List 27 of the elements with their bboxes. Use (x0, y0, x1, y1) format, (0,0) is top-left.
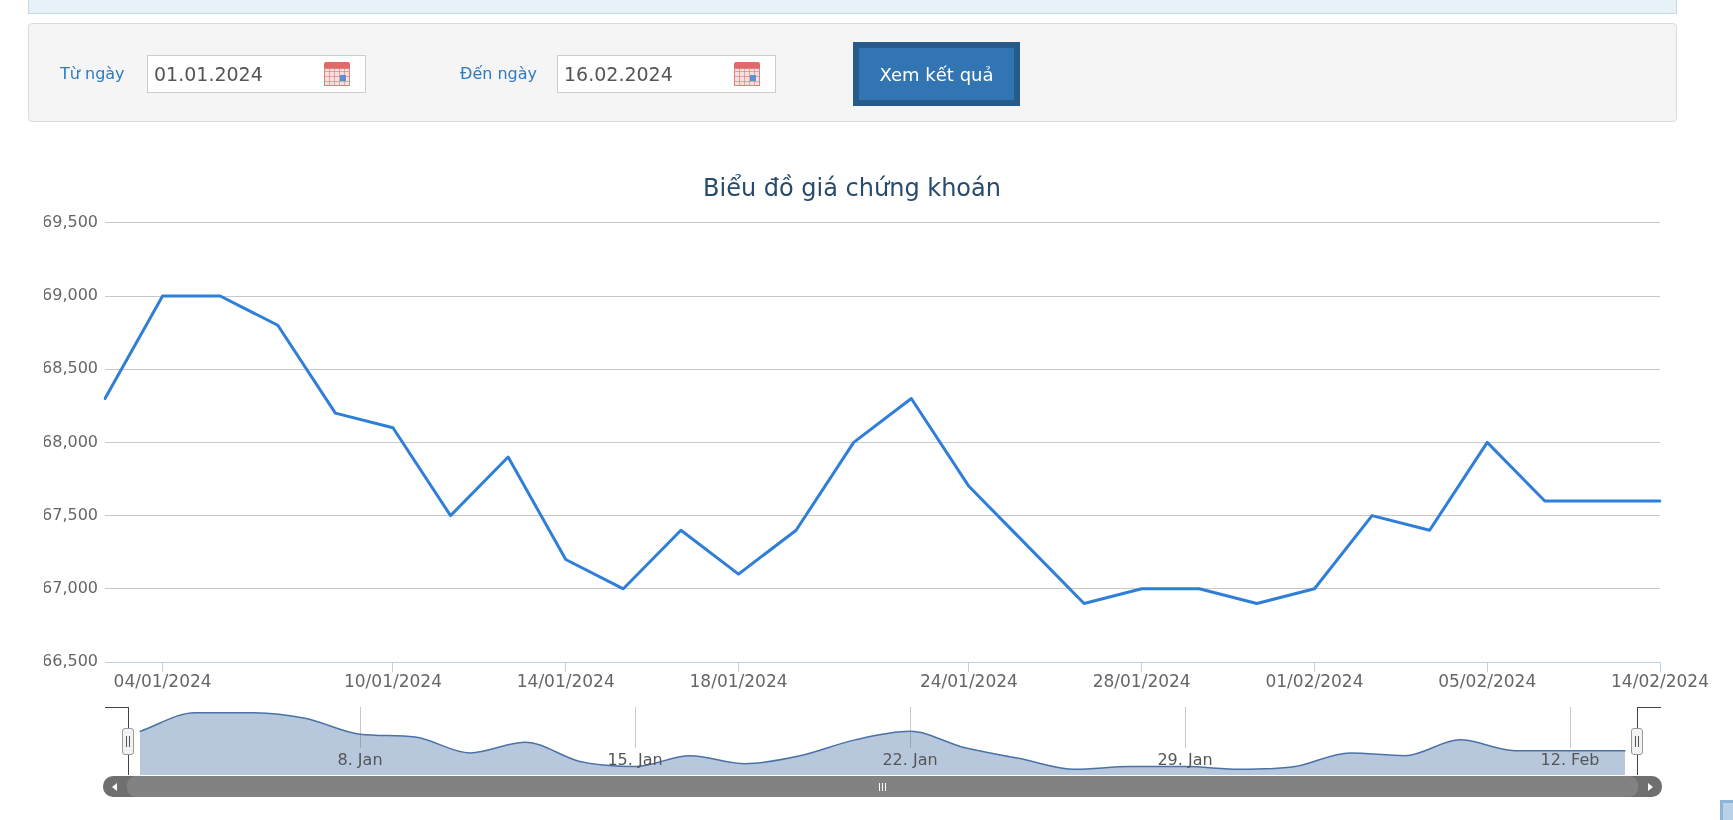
text: Đến ngày (460, 64, 538, 83)
y-tick-label: 68,000 (42, 431, 98, 451)
x-tick-label: 24/01/2024 (919, 670, 1018, 691)
chart-title: Biểu đồ giá chứng khoán (703, 173, 1001, 202)
text: 01.01.2024 (154, 63, 263, 85)
x-tick-label: 14/02/2024 (1611, 670, 1709, 691)
text: Xem kết quả (879, 63, 994, 85)
x-tick-label: 29. Jan (1157, 749, 1213, 769)
x-tick-label: 15. Jan (607, 749, 663, 769)
x-tick-label: 04/01/2024 (113, 670, 212, 691)
y-tick-label: 67,000 (42, 577, 98, 597)
y-tick-label: 69,000 (42, 285, 98, 305)
text: Từ ngày (60, 64, 125, 83)
x-tick-label: 12. Feb (1540, 749, 1600, 769)
x-tick-label: 05/02/2024 (1438, 670, 1537, 691)
x-tick-label: 10/01/2024 (343, 670, 442, 691)
x-tick-label: 8. Jan (337, 749, 383, 769)
y-tick-label: 69,500 (42, 211, 98, 231)
y-tick-label: 67,500 (42, 504, 98, 524)
x-tick-label: 22. Jan (882, 749, 938, 769)
x-tick-label: 18/01/2024 (689, 670, 788, 691)
x-tick-label: 28/01/2024 (1092, 670, 1191, 691)
x-tick-label: 01/02/2024 (1265, 670, 1364, 691)
y-tick-label: 66,500 (42, 651, 98, 671)
y-tick-label: 68,500 (42, 358, 98, 378)
text: 16.02.2024 (564, 63, 673, 85)
x-tick-label: 14/01/2024 (516, 670, 615, 691)
